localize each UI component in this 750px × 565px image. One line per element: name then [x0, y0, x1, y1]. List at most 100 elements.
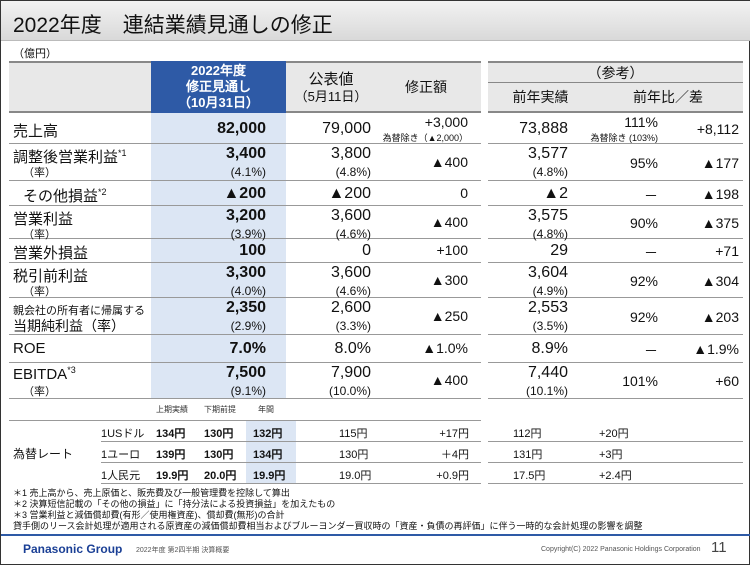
prev-value: ▲2	[543, 184, 568, 202]
published-value: 7,900	[330, 364, 371, 381]
row-label: 親会社の所有者に帰属する	[13, 305, 145, 317]
fx-column-header: 年間	[258, 405, 274, 414]
yoy-note: 為替除き (103%)	[590, 133, 658, 143]
reference-row	[488, 263, 743, 298]
prev-value: 73,888	[519, 119, 568, 137]
fx-h2: 130円	[204, 428, 234, 440]
published-value: ▲200	[328, 184, 371, 202]
prev-rate: (4.8%)	[532, 165, 568, 179]
forecast-value: 7.0%	[229, 340, 266, 357]
revision-value: ▲400	[430, 153, 468, 170]
fx-year: 134円	[253, 449, 283, 461]
published-rate: (4.6%)	[335, 227, 371, 241]
revision-value: ▲300	[430, 271, 468, 288]
published-value: 8.0%	[334, 340, 371, 357]
yoy-header: 前年比／差	[633, 89, 703, 105]
forecast-header-line: 2022年度	[191, 63, 246, 78]
reference-row	[488, 181, 743, 206]
prev-value: 3,575	[527, 207, 568, 224]
yoy-value: 95%	[629, 154, 658, 171]
yoy-value: －	[644, 245, 658, 261]
prev-rate: (10.1%)	[525, 384, 568, 398]
reference-row	[488, 239, 743, 263]
fx-prev: 112円	[513, 428, 542, 440]
diff-value: ▲1.9%	[693, 341, 739, 357]
table-row	[9, 335, 481, 363]
row-label: 営業利益	[13, 208, 73, 229]
fx-year: 19.9円	[253, 470, 286, 482]
forecast-value: 2,350	[225, 299, 266, 316]
prev-rate: (4.9%)	[532, 284, 568, 298]
published-header: 公表値 （5月11日）	[286, 71, 376, 105]
revision-value: ▲250	[430, 307, 468, 324]
prev-value: 3,577	[527, 145, 568, 162]
fx-published: 19.0円	[339, 470, 372, 482]
published-value: 2,600	[330, 299, 371, 316]
forecast-value: 82,000	[217, 119, 266, 137]
page-number: 11	[711, 539, 727, 556]
diff-value: +60	[715, 373, 739, 389]
footnote-marker: *3	[67, 365, 76, 375]
reference-row	[488, 206, 743, 239]
row-label-text: EBITDA	[13, 366, 68, 383]
fx-reference-row	[488, 421, 743, 442]
row-sublabel: （率）	[23, 386, 56, 398]
footnote-marker: *2	[98, 186, 107, 197]
forecast-column-highlight	[151, 61, 286, 399]
diff-value: ▲177	[701, 154, 739, 171]
footnote-marker: *1	[118, 148, 127, 158]
fx-h1: 134円	[156, 428, 186, 440]
row-label: ROE	[13, 340, 46, 357]
reference-row	[488, 335, 743, 363]
diff-value: ▲375	[701, 214, 739, 231]
fx-header-row	[9, 399, 481, 421]
fx-revision: +0.9円	[436, 470, 469, 482]
yoy-value: 92%	[629, 272, 658, 289]
footnote: 貸手側のリース会計処理が適用される原資産の減価償却費相当およびブルーヨンダー買収…	[13, 521, 643, 531]
row-label: 売上高	[13, 120, 58, 141]
row-label-text: ROE	[13, 340, 46, 357]
forecast-header-line: 修正見通し	[185, 79, 251, 94]
fx-row	[101, 463, 481, 484]
table-row	[9, 239, 481, 263]
forecast-value: 100	[239, 242, 266, 259]
fx-column-header: 下期前提	[204, 405, 236, 414]
prev-value: 3,604	[527, 264, 568, 281]
reference-row	[488, 144, 743, 181]
row-sublabel: （率）	[23, 286, 56, 298]
prev-value: 8.9%	[531, 340, 568, 357]
fx-diff: +20円	[599, 428, 629, 440]
fx-row	[101, 442, 481, 463]
row-label: 営業外損益	[13, 242, 88, 263]
prev-rate: (3.5%)	[532, 319, 568, 333]
unit-label: （億円）	[13, 48, 57, 60]
published-value: 3,800	[330, 145, 371, 162]
fx-label: 為替レート	[13, 447, 74, 461]
diff-value: +71	[715, 243, 739, 259]
revision-value: 0	[460, 184, 468, 201]
prev-value: 29	[550, 242, 568, 259]
forecast-value: 3,200	[225, 207, 266, 224]
footer-subtitle: 2022年度 第2四半期 決算概要	[136, 547, 230, 554]
revision-value: +100	[436, 242, 468, 258]
published-rate: (10.0%)	[328, 384, 371, 398]
forecast-rate: (4.0%)	[230, 284, 266, 298]
published-value: 79,000	[322, 119, 371, 137]
row-label-text: その他損益	[23, 187, 99, 205]
forecast-header: 2022年度 修正見通し （10月31日）	[151, 61, 286, 113]
prev-value: 7,440	[527, 364, 568, 381]
row-sublabel: 当期純利益（率）	[13, 318, 125, 334]
yoy-value: －	[644, 343, 658, 359]
currency-label: 1USドル	[101, 428, 145, 440]
fx-prev: 131円	[513, 449, 543, 461]
footer-divider	[1, 534, 750, 536]
brand-logo: Panasonic Group	[23, 542, 123, 556]
table-row	[9, 144, 481, 181]
yoy-value: 111%	[624, 114, 658, 130]
fx-row	[101, 421, 481, 442]
fx-reference-row	[488, 463, 743, 484]
footnote: ＊2 決算短信記載の「その他の損益」に「持分法による投資損益」を加えたもの	[13, 499, 336, 509]
copyright: Copyright(C) 2022 Panasonic Holdings Cor…	[541, 546, 701, 553]
reference-header: （参考）	[488, 65, 743, 83]
row-label-text: 税引前利益	[13, 268, 89, 285]
